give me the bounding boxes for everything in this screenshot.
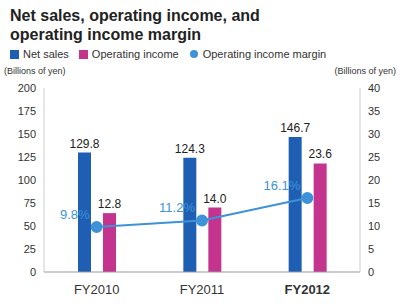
svg-text:25: 25 — [24, 243, 36, 255]
svg-text:23.6: 23.6 — [308, 147, 332, 161]
svg-text:150: 150 — [18, 128, 36, 140]
svg-text:11.2%: 11.2% — [159, 200, 195, 215]
svg-text:9.8%: 9.8% — [60, 207, 90, 222]
svg-text:12.8: 12.8 — [98, 197, 122, 211]
svg-text:124.3: 124.3 — [175, 142, 205, 156]
svg-text:25: 25 — [368, 151, 380, 163]
svg-text:15: 15 — [368, 197, 380, 209]
svg-text:5: 5 — [368, 243, 374, 255]
svg-text:129.8: 129.8 — [69, 137, 99, 151]
svg-text:0: 0 — [368, 266, 374, 278]
svg-text:30: 30 — [368, 128, 380, 140]
svg-text:35: 35 — [368, 105, 380, 117]
svg-text:175: 175 — [18, 105, 36, 117]
svg-text:75: 75 — [24, 197, 36, 209]
svg-text:FY2012: FY2012 — [285, 282, 331, 297]
html-text:(Billions of yen): (Billions of yen) — [334, 66, 396, 76]
svg-text:40: 40 — [368, 82, 380, 94]
html-text:Net sales: Net sales — [23, 48, 69, 60]
html-text:Operating income: Operating income — [91, 48, 179, 60]
svg-text:200: 200 — [18, 82, 36, 94]
svg-text:FY2010: FY2010 — [74, 282, 120, 297]
html-text:Net sales, operating income, a: Net sales, operating income, and operati… — [10, 7, 260, 43]
svg-text:10: 10 — [368, 220, 380, 232]
svg-text:146.7: 146.7 — [280, 121, 310, 135]
html-text:(Billions of yen): (Billions of yen) — [4, 66, 66, 76]
svg-text:50: 50 — [24, 220, 36, 232]
html-text:Operating income margin: Operating income margin — [202, 48, 327, 60]
svg-text:20: 20 — [368, 174, 380, 186]
svg-text:FY2011: FY2011 — [180, 282, 225, 297]
svg-text:0: 0 — [30, 266, 36, 278]
svg-text:100: 100 — [18, 174, 36, 186]
svg-text:14.0: 14.0 — [203, 192, 227, 206]
svg-text:125: 125 — [18, 151, 36, 163]
svg-text:16.1%: 16.1% — [263, 178, 300, 193]
